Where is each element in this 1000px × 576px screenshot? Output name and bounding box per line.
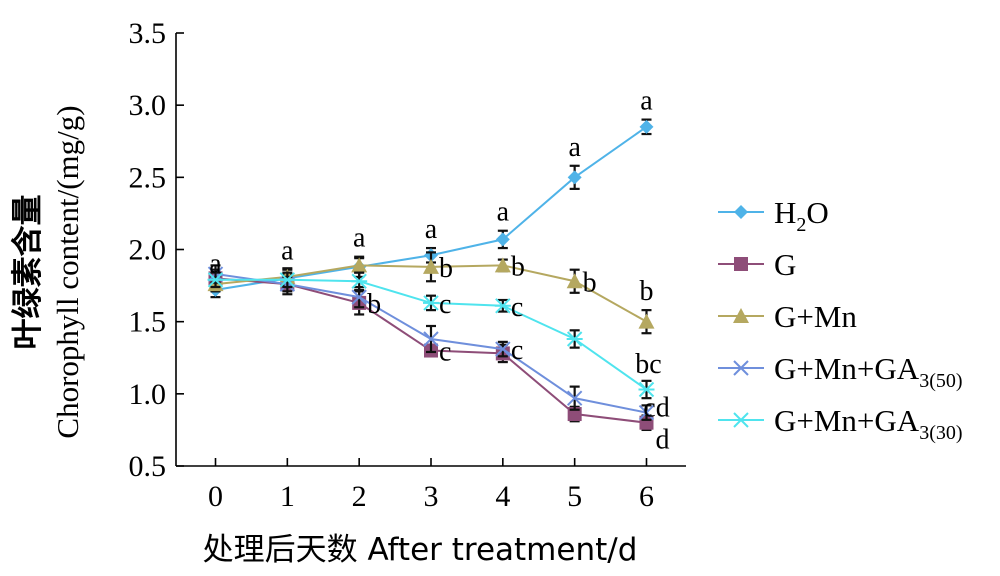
significance-letter: c	[439, 289, 451, 320]
data-point	[566, 390, 583, 406]
x-tick-label: 5	[567, 480, 582, 513]
data-point	[279, 272, 296, 288]
marker-stroke	[566, 390, 583, 406]
x-axis-ticks: 0 1 2 3 4 5 6	[208, 458, 654, 513]
data-point	[351, 273, 368, 289]
y-axis-ticks: 0.5 1.0 1.5 2.0 2.5 3.0 3.5	[129, 17, 184, 483]
data-point	[351, 257, 368, 273]
significance-letter: c	[511, 292, 523, 323]
significance-letter: b	[367, 289, 381, 320]
legend-label-main: G+Mn	[774, 299, 857, 334]
y-axis-title-cn: 叶绿素含量	[10, 195, 46, 350]
data-point	[423, 258, 439, 274]
legend-item: G+Mn+GA3(30)	[718, 403, 963, 444]
marker-stroke	[638, 404, 655, 421]
legend-item: G+Mn+GA3(50)	[718, 351, 963, 392]
x-tick-label: 0	[208, 480, 223, 513]
x-tick-label: 2	[352, 480, 367, 513]
significance-letter: c	[439, 337, 451, 368]
y-axis-title: 叶绿素含量 Chorophyll content/(mg/g)	[10, 105, 85, 438]
legend-item: H2O	[718, 195, 829, 236]
data-point	[494, 257, 511, 273]
x-tick-label: 6	[639, 480, 654, 513]
data-point	[423, 295, 439, 311]
legend-label-tail: O	[806, 195, 828, 230]
legend-label: H2O	[774, 195, 829, 236]
legend-label: G+Mn	[774, 299, 857, 334]
significance-letter: b	[439, 253, 453, 284]
significance-letter: a	[353, 223, 366, 254]
data-point	[567, 170, 582, 185]
legend-label-main: G+Mn+GA	[774, 351, 920, 386]
legend-marker	[734, 205, 748, 219]
y-tick-label: 2.0	[129, 234, 167, 267]
marker-stroke	[351, 289, 367, 305]
legend-label-main: G	[774, 247, 796, 282]
y-tick-label: 1.5	[129, 306, 167, 339]
y-tick-label: 3.0	[129, 89, 167, 122]
significance-letter: a	[497, 197, 510, 228]
data-point	[423, 331, 439, 347]
x-tick-label: 4	[495, 480, 510, 513]
legend-marker	[734, 257, 748, 271]
legend-item: G+Mn	[718, 299, 857, 334]
significance-letter: cd	[643, 393, 669, 424]
significance-letter: a	[568, 132, 581, 163]
y-tick-label: 1.0	[129, 378, 167, 411]
legend-label-subscript: 2	[796, 214, 806, 236]
data-point	[207, 272, 224, 288]
significance-letter: a	[640, 86, 653, 117]
data-point	[495, 232, 510, 247]
legend-label-main: H	[774, 195, 796, 230]
marker-stroke	[423, 331, 439, 347]
legend-marker	[733, 308, 749, 323]
data-point	[566, 273, 583, 289]
significance-letter: b	[583, 267, 597, 298]
significance-letter: b	[639, 276, 653, 307]
x-tick-label: 3	[424, 480, 439, 513]
legend-label-subscript: 3(30)	[919, 422, 962, 444]
legend-marker	[733, 360, 749, 376]
marker-stroke	[733, 360, 749, 376]
x-tick-label: 1	[280, 480, 295, 513]
significance-letter: a	[281, 236, 294, 267]
legend-label: G+Mn+GA3(30)	[774, 403, 963, 444]
significance-letter: d	[655, 425, 669, 456]
significance-letter: c	[511, 335, 523, 366]
data-point	[495, 341, 511, 357]
legend-label: G+Mn+GA3(50)	[774, 351, 963, 392]
marker-stroke	[495, 341, 511, 357]
legend-item: G	[718, 247, 796, 282]
significance-letter: bc	[635, 349, 661, 380]
significance-letter: a	[209, 249, 222, 280]
y-tick-label: 0.5	[129, 450, 167, 483]
y-axis-title-en: Chorophyll content/(mg/g)	[50, 105, 85, 438]
x-axis-title: 处理后天数 After treatment/d	[203, 532, 638, 568]
data-point	[494, 298, 511, 314]
data-point	[351, 289, 367, 305]
series-g-mn-ga3-30-	[207, 271, 655, 400]
y-tick-label: 3.5	[129, 17, 167, 50]
legend-marker	[733, 412, 749, 428]
y-tick-label: 2.5	[129, 161, 167, 194]
significance-letter: a	[425, 214, 438, 245]
data-point	[639, 119, 654, 134]
legend-label-subscript: 3(50)	[919, 370, 962, 392]
legend-label: G	[774, 247, 796, 282]
series-layer	[207, 118, 655, 432]
data-point	[638, 381, 655, 398]
data-point	[566, 331, 583, 347]
data-point	[638, 404, 655, 421]
significance-letter: b	[511, 251, 525, 282]
data-point	[638, 313, 655, 329]
legend-label-main: G+Mn+GA	[774, 403, 920, 438]
